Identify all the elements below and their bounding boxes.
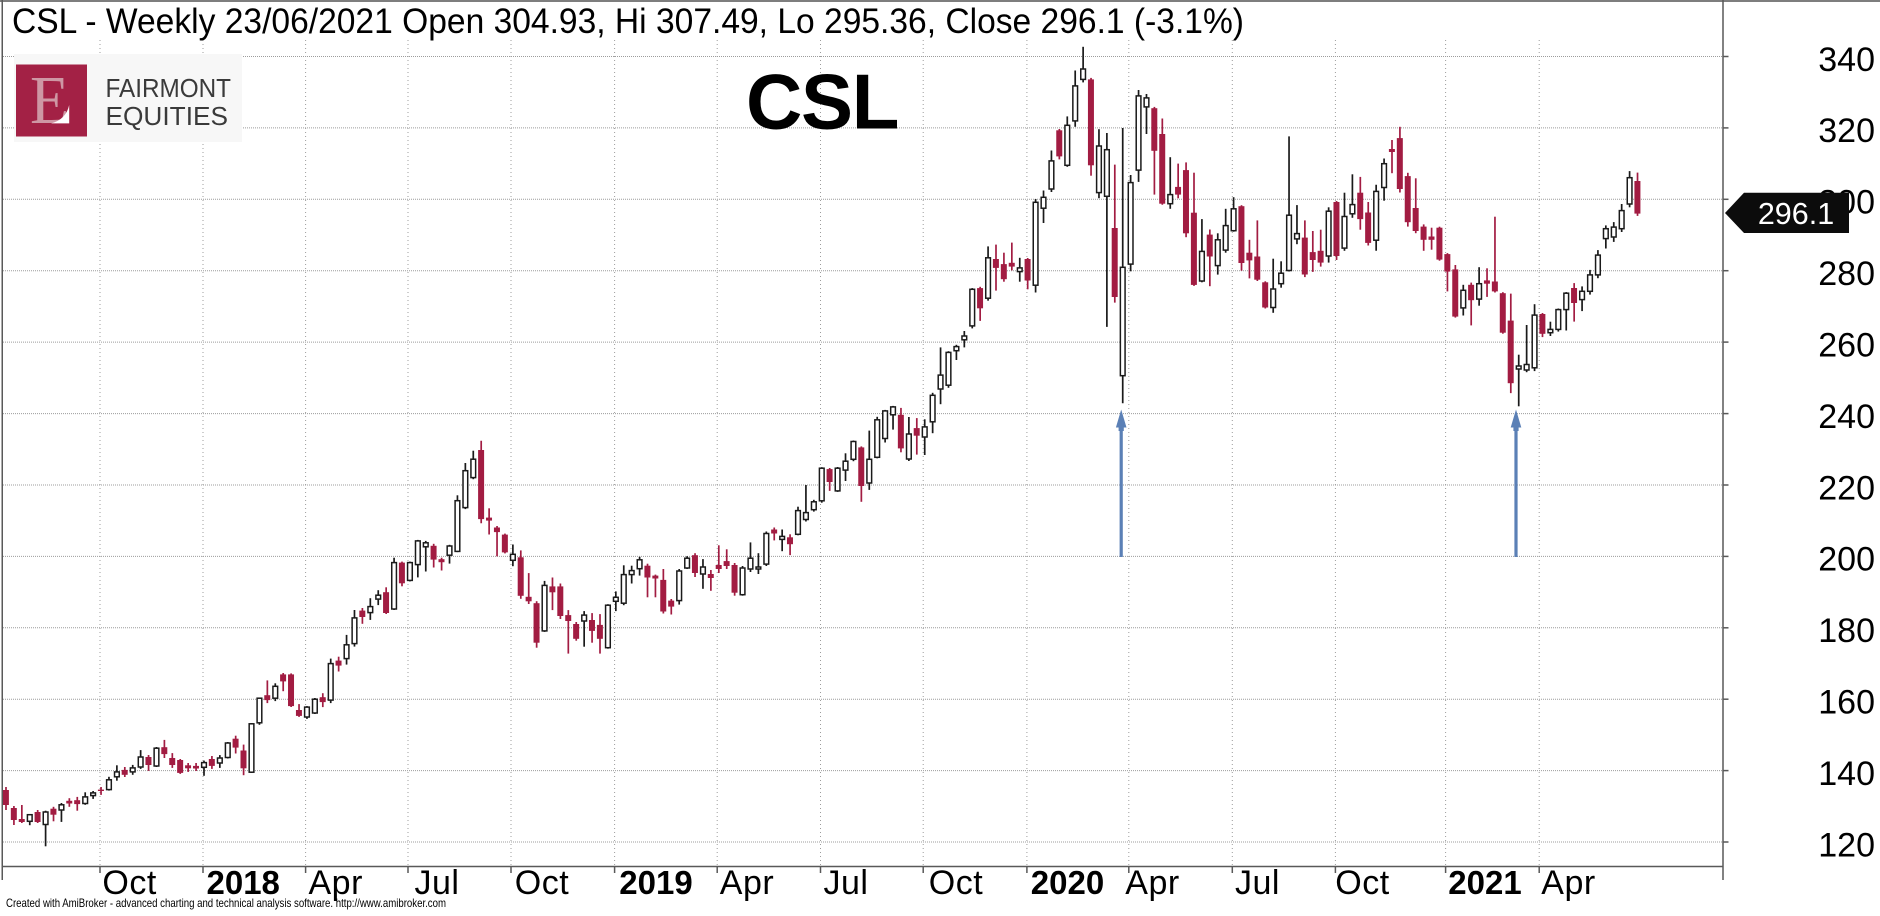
svg-text:Jul: Jul: [415, 864, 460, 902]
svg-text:340: 340: [1818, 41, 1875, 79]
svg-text:2020: 2020: [1031, 864, 1104, 901]
svg-text:CSL: CSL: [746, 58, 898, 146]
svg-text:220: 220: [1818, 469, 1875, 507]
svg-text:2019: 2019: [619, 864, 692, 901]
svg-text:Jul: Jul: [1235, 864, 1280, 902]
svg-text:280: 280: [1818, 255, 1875, 293]
svg-text:260: 260: [1818, 326, 1875, 364]
svg-text:Created with AmiBroker - advan: Created with AmiBroker - advanced charti…: [6, 896, 446, 910]
svg-text:Oct: Oct: [102, 864, 156, 902]
svg-text:E: E: [30, 63, 69, 139]
svg-text:FAIRMONT: FAIRMONT: [106, 75, 232, 103]
svg-text:160: 160: [1818, 684, 1875, 722]
svg-text:2021: 2021: [1448, 864, 1521, 901]
svg-text:Oct: Oct: [929, 864, 983, 902]
svg-text:Oct: Oct: [1335, 864, 1389, 902]
svg-text:Apr: Apr: [308, 864, 362, 902]
svg-text:200: 200: [1818, 541, 1875, 579]
svg-text:320: 320: [1818, 112, 1875, 150]
svg-text:CSL - Weekly 23/06/2021 Open 3: CSL - Weekly 23/06/2021 Open 304.93, Hi …: [12, 2, 1244, 41]
svg-text:Oct: Oct: [515, 864, 569, 902]
svg-text:2018: 2018: [206, 864, 279, 901]
svg-text:Apr: Apr: [720, 864, 774, 902]
svg-text:296.1: 296.1: [1758, 197, 1834, 231]
svg-text:120: 120: [1818, 826, 1875, 864]
svg-text:180: 180: [1818, 612, 1875, 650]
svg-text:240: 240: [1818, 398, 1875, 436]
svg-text:EQUITIES: EQUITIES: [106, 103, 229, 131]
svg-text:Jul: Jul: [824, 864, 869, 902]
svg-text:140: 140: [1818, 755, 1875, 793]
svg-text:Apr: Apr: [1125, 864, 1179, 902]
svg-text:Apr: Apr: [1541, 864, 1595, 902]
